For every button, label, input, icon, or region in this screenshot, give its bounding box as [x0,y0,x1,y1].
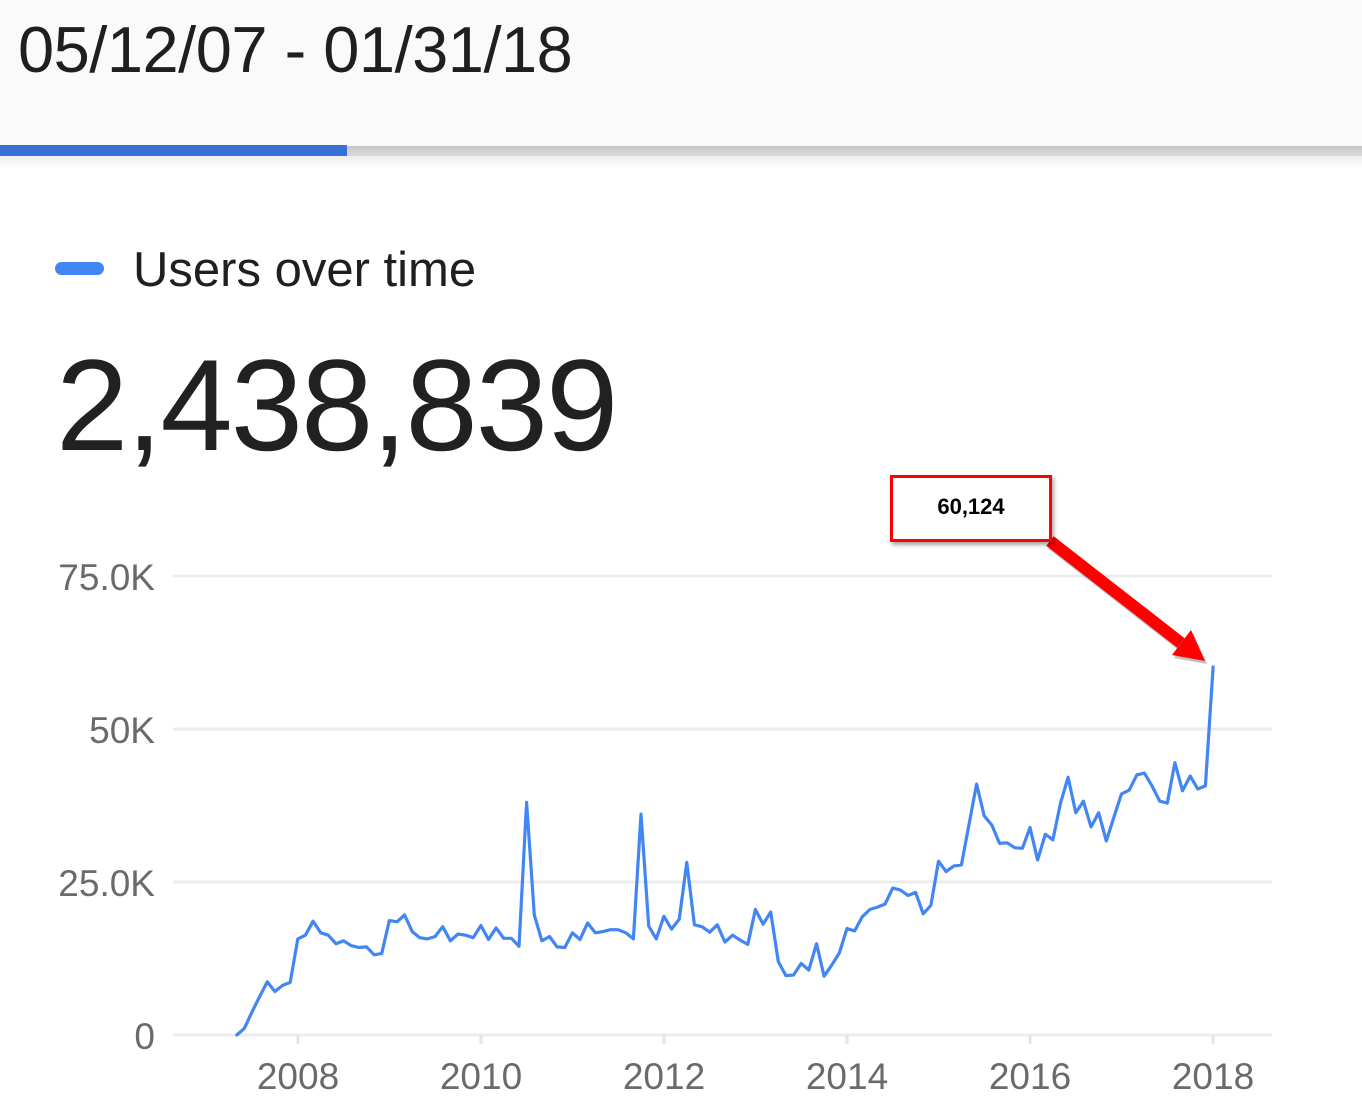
gridlines [173,574,1272,1037]
total-users-value: 2,438,839 [56,332,618,478]
y-tick-label: 0 [134,1016,155,1057]
y-tick-label: 50K [89,710,155,751]
x-tick-marks [296,1035,1215,1044]
header-shadow [0,156,1362,168]
y-tick-label: 25.0K [58,863,155,904]
annotation-callout: 60,124 [890,475,1052,542]
y-tick-label: 75.0K [58,557,155,598]
date-range-header: 05/12/07 - 01/31/18 [0,0,1362,146]
x-tick-label: 2014 [806,1056,888,1097]
x-axis-labels: 2008 2010 2012 2014 2016 2018 [257,1056,1254,1097]
x-tick-label: 2010 [440,1056,522,1097]
x-tick-label: 2008 [257,1056,339,1097]
x-tick-label: 2018 [1172,1056,1254,1097]
date-range-selector[interactable]: 05/12/07 - 01/31/18 [18,13,573,86]
x-tick-label: 2016 [989,1056,1071,1097]
y-axis-labels: 75.0K 50K 25.0K 0 [58,557,155,1057]
annotation-arrow-icon [1046,536,1207,664]
active-tab-indicator [0,145,347,156]
legend-label: Users over time [133,243,477,297]
users-series-line [235,665,1215,1037]
legend-swatch-icon [55,262,104,275]
x-tick-label: 2012 [623,1056,705,1097]
annotation-value: 60,124 [937,493,1005,519]
tab-bar-track [0,146,1362,156]
